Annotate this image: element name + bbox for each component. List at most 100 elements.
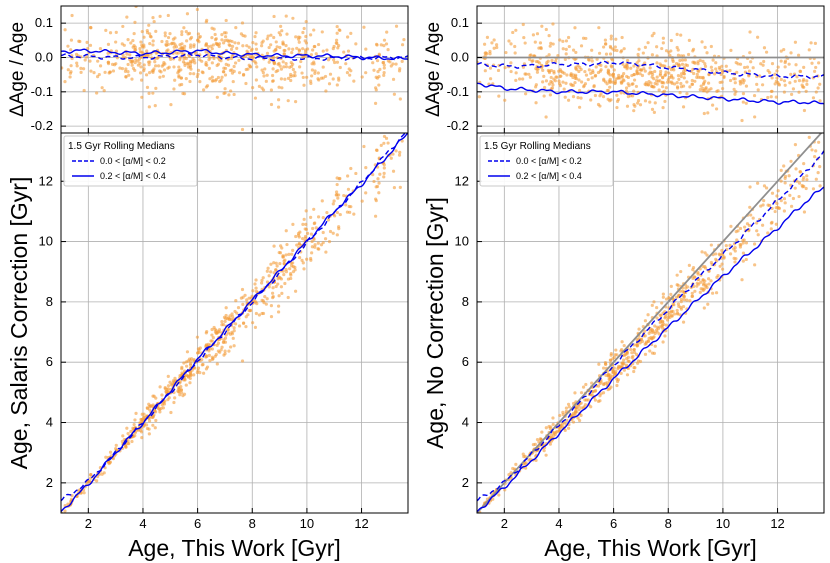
scatter-point <box>98 47 103 51</box>
scatter-point <box>646 313 650 317</box>
scatter-point <box>200 59 204 63</box>
scatter-point <box>88 43 93 47</box>
scatter-point <box>584 398 589 402</box>
scatter-point <box>241 321 246 326</box>
scatter-point <box>543 85 547 90</box>
scatter-point <box>593 398 598 402</box>
scatter-point <box>310 245 314 249</box>
scatter-point <box>676 48 680 52</box>
scatter-point <box>584 73 589 77</box>
scatter-point <box>691 268 695 272</box>
scatter-point <box>630 351 634 355</box>
scatter-point <box>147 63 151 67</box>
scatter-point <box>129 41 133 45</box>
scatter-point <box>650 328 655 332</box>
scatter-point <box>579 96 583 100</box>
scatter-point <box>111 69 116 73</box>
scatter-point <box>571 95 576 99</box>
scatter-point <box>624 86 629 90</box>
scatter-point <box>609 34 613 38</box>
scatter-point <box>265 51 270 56</box>
scatter-point <box>223 336 228 340</box>
scatter-point <box>612 68 616 72</box>
scatter-point <box>658 313 662 317</box>
scatter-point <box>655 305 659 310</box>
scatter-point <box>382 141 386 145</box>
scatter-point <box>766 231 770 235</box>
scatter-point <box>151 403 155 407</box>
scatter-point <box>151 39 155 43</box>
scatter-point <box>630 73 634 78</box>
scatter-point <box>254 278 258 282</box>
scatter-point <box>643 99 648 103</box>
scatter-point <box>813 155 817 159</box>
scatter-point <box>102 471 106 475</box>
scatter-point <box>309 53 314 57</box>
scatter-point <box>678 90 682 95</box>
scatter-point <box>544 79 549 83</box>
scatter-point <box>629 94 633 98</box>
scatter-point <box>665 80 670 84</box>
scatter-point <box>134 411 138 415</box>
scatter-point <box>775 201 779 206</box>
scatter-point <box>254 61 258 65</box>
scatter-point <box>310 251 314 255</box>
scatter-point <box>260 44 264 48</box>
scatter-point <box>302 267 306 271</box>
scatter-point <box>679 74 683 79</box>
scatter-point <box>398 67 402 71</box>
scatter-point <box>732 77 736 81</box>
scatter-point <box>272 35 276 40</box>
scatter-point <box>102 89 106 93</box>
scatter-point <box>169 42 174 46</box>
scatter-point <box>542 449 546 453</box>
x-tick-label: 10 <box>300 516 314 531</box>
scatter-point <box>82 491 86 495</box>
scatter-point <box>198 35 202 39</box>
scatter-point <box>615 353 619 357</box>
scatter-point <box>209 44 213 48</box>
scatter-point <box>335 233 339 237</box>
scatter-point <box>282 48 286 53</box>
scatter-point <box>733 260 737 264</box>
scatter-point <box>293 70 297 74</box>
scatter-point <box>385 30 389 34</box>
scatter-point <box>770 62 775 66</box>
scatter-point <box>297 241 301 246</box>
scatter-point <box>188 79 192 84</box>
scatter-point <box>564 406 569 410</box>
scatter-point <box>88 25 93 30</box>
scatter-point <box>622 343 626 348</box>
scatter-point <box>638 341 642 345</box>
scatter-point <box>331 231 335 235</box>
scatter-point <box>773 82 777 86</box>
scatter-point <box>326 218 331 222</box>
scatter-point <box>615 383 619 388</box>
scatter-point <box>675 308 679 313</box>
scatter-point <box>664 59 668 63</box>
scatter-point <box>192 43 196 47</box>
scatter-point <box>364 191 368 195</box>
scatter-point <box>126 441 130 445</box>
scatter-point <box>278 251 283 255</box>
scatter-point <box>295 46 299 50</box>
scatter-point <box>335 41 339 45</box>
scatter-point <box>492 46 496 50</box>
scatter-point <box>196 68 201 72</box>
scatter-point <box>130 60 134 64</box>
scatter-point <box>398 97 402 101</box>
scatter-point <box>485 35 490 39</box>
scatter-point <box>755 229 759 233</box>
scatter-point <box>818 164 822 169</box>
scatter-point <box>148 41 152 46</box>
scatter-point <box>764 186 769 190</box>
scatter-point <box>251 321 255 325</box>
scatter-point <box>375 59 380 63</box>
scatter-point <box>249 48 253 53</box>
scatter-point <box>695 72 699 76</box>
scatter-point <box>220 33 224 37</box>
scatter-point <box>152 19 156 24</box>
top-y-axis-label: ΔAge / Age <box>423 22 444 117</box>
scatter-point <box>200 363 204 367</box>
scatter-point <box>333 214 337 218</box>
